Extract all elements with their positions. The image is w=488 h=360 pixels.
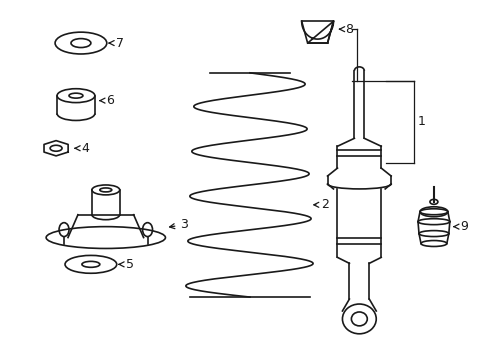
Text: 5: 5 (119, 258, 133, 271)
Text: 7: 7 (109, 37, 123, 50)
Text: 2: 2 (313, 198, 329, 211)
Text: 8: 8 (339, 23, 353, 36)
Text: 9: 9 (453, 220, 467, 233)
Text: 6: 6 (100, 94, 113, 107)
Text: 4: 4 (75, 142, 89, 155)
Text: 1: 1 (417, 116, 425, 129)
Text: 3: 3 (169, 218, 188, 231)
